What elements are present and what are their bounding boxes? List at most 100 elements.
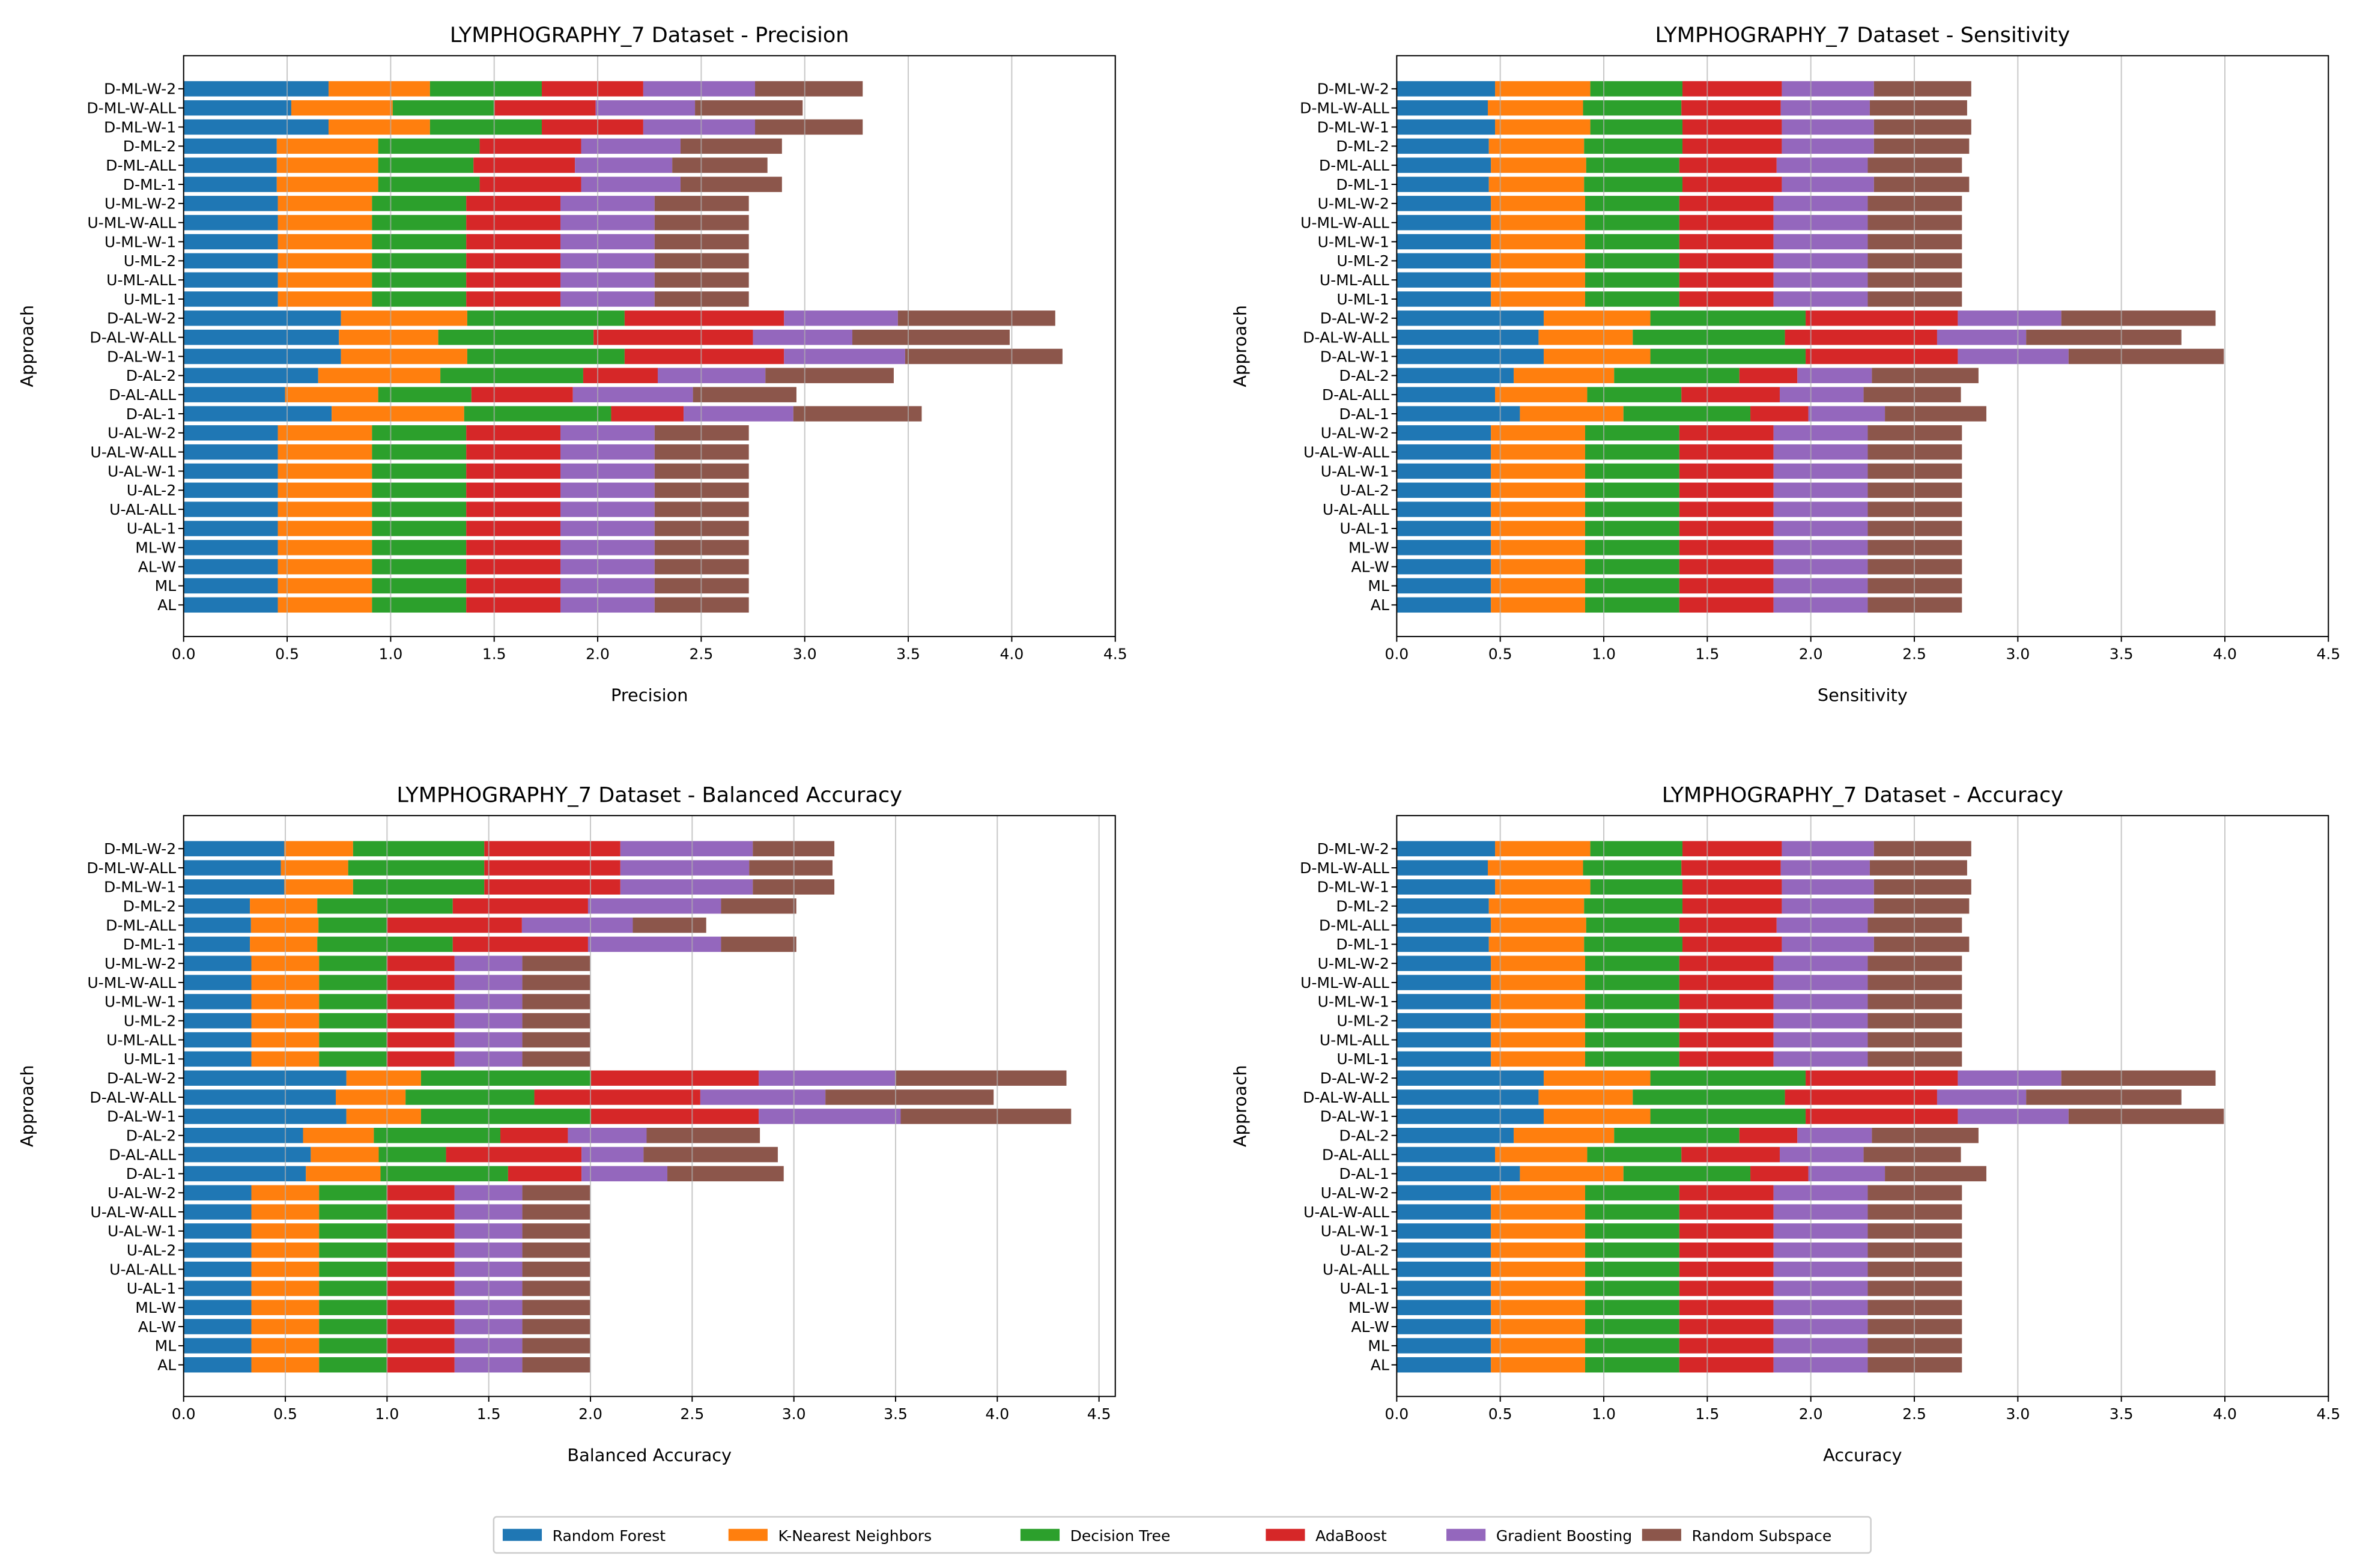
x-tick-label: 3.0 [793, 646, 817, 663]
chart-title: LYMPHOGRAPHY_7 Dataset - Sensitivity [1655, 23, 2070, 47]
y-tick-label: U-AL-W-2 [108, 425, 176, 442]
bar-segment [319, 1013, 387, 1029]
bar-segment [522, 1280, 590, 1297]
bar-segment [284, 841, 353, 856]
bar-segment [522, 975, 590, 990]
legend: Random Forest K-Nearest Neighbors Decision… [493, 1516, 1872, 1554]
y-tick-label: U-AL-W-ALL [1303, 1203, 1389, 1221]
bar-segment [1397, 1051, 1491, 1067]
bar-segment [466, 482, 561, 498]
bar-segment [183, 1089, 336, 1105]
legend-item: K-Nearest Neighbors [728, 1527, 932, 1545]
y-tick-label: U-AL-W-1 [108, 1223, 176, 1240]
bar-segment [1584, 138, 1682, 154]
bar-segment [1397, 310, 1544, 326]
y-tick-label: U-ML-2 [1336, 1013, 1389, 1030]
y-tick-label: U-AL-ALL [1323, 501, 1389, 518]
bar-segment [1397, 348, 1544, 365]
legend-label: AdaBoost [1315, 1527, 1387, 1545]
bar-segment [1514, 1127, 1615, 1143]
y-tick-label: AL-W [138, 558, 176, 575]
bar-segment [522, 1185, 590, 1200]
y-tick-label: ML [155, 577, 177, 595]
bar-segment [1495, 1146, 1588, 1163]
y-tick-label: U-ML-W-2 [105, 195, 176, 213]
bar-segment [1773, 540, 1868, 555]
bar-segment [278, 558, 372, 575]
x-tick-label: 2.5 [689, 646, 713, 663]
bar-segment [1585, 214, 1679, 231]
bar-segment [183, 1357, 252, 1373]
bar-segment [1583, 100, 1682, 116]
bar-segment [1584, 177, 1682, 192]
bar-segment [278, 234, 372, 250]
y-tick-label: AL [157, 596, 176, 614]
x-tick-label: 4.5 [1087, 1405, 1111, 1423]
bar-segment [484, 860, 620, 876]
bar-segment [784, 310, 898, 326]
bar-segment [721, 936, 796, 952]
bar-segment [1681, 860, 1781, 876]
bar-segment [1782, 119, 1874, 135]
bar-segment [1491, 501, 1585, 517]
bar-segment [183, 955, 252, 971]
bar-segment [1679, 975, 1774, 990]
bar-segment [1679, 1280, 1774, 1297]
bar-segment [1583, 860, 1682, 876]
y-tick-label: D-ML-1 [123, 936, 176, 953]
bar-segment [1585, 1242, 1679, 1258]
bar-segment [1491, 1300, 1585, 1315]
bar-segment [374, 1127, 500, 1143]
bar-segment [1773, 1032, 1868, 1048]
bar-segment [183, 196, 278, 211]
bar-segment [1773, 196, 1868, 211]
bar-segment [1491, 597, 1585, 613]
bar-segment [464, 406, 611, 422]
bar-segment [1491, 253, 1585, 269]
y-tick-label: D-ML-W-ALL [1300, 859, 1389, 877]
bar-segment [1806, 348, 1958, 365]
bar-segment [1806, 310, 1958, 326]
bar-segment [522, 1357, 590, 1373]
bar-segment [534, 1089, 700, 1105]
bar-segment [1397, 917, 1491, 933]
bar-segment [721, 898, 796, 914]
bar-segment [278, 482, 372, 498]
y-tick-label: U-AL-2 [127, 482, 176, 499]
bar-segment [1808, 1166, 1885, 1182]
bar-segment [183, 1242, 252, 1258]
bar-segment [405, 1089, 535, 1105]
bar-segment [1397, 119, 1496, 135]
bar-segment [1679, 425, 1774, 441]
y-tick-label: D-AL-W-ALL [1303, 328, 1389, 346]
bar-segment [1958, 310, 2061, 326]
bar-segment [278, 521, 372, 536]
bar-segment [1397, 1300, 1491, 1315]
bar-segment [1782, 879, 1874, 895]
bar-segment [1773, 521, 1868, 536]
y-tick-label: U-AL-1 [1339, 520, 1389, 537]
y-tick-label: AL [1371, 1356, 1389, 1373]
bar-segment [1397, 1127, 1514, 1143]
bar-segment [1491, 272, 1585, 288]
bar-segment [284, 879, 353, 895]
bar-segment [479, 138, 581, 154]
bar-segment [1681, 387, 1780, 402]
bar-segment [183, 406, 332, 422]
bar-segment [494, 100, 596, 116]
bar-segment [250, 917, 319, 933]
y-tick-label: D-AL-ALL [1322, 1146, 1389, 1163]
bar-segment [466, 253, 561, 269]
y-tick-label: D-ML-ALL [1319, 916, 1389, 934]
bar-segment [521, 917, 633, 933]
bar-segment [522, 1032, 590, 1048]
bar-segment [1397, 898, 1489, 914]
bar-segment [466, 521, 561, 536]
bar-segment [306, 1166, 381, 1182]
y-tick-label: D-AL-2 [126, 367, 176, 384]
bar-segment [1808, 406, 1885, 422]
bar-segment [693, 387, 796, 402]
bar-segment [183, 1146, 311, 1163]
bar-segment [341, 310, 467, 326]
bar-segment [1873, 81, 1971, 97]
